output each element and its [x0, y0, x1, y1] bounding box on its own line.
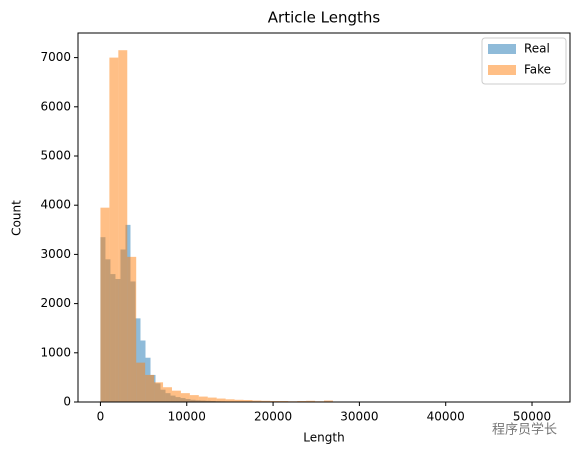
x-tick-label: 50000: [513, 410, 551, 424]
y-tick-label: 2000: [40, 296, 71, 310]
y-tick-label: 1000: [40, 345, 71, 359]
bar: [207, 397, 217, 402]
bar: [136, 362, 146, 402]
y-tick-label: 7000: [40, 50, 71, 64]
x-tick-label: 0: [97, 410, 105, 424]
bar: [109, 57, 119, 402]
bar: [243, 400, 253, 402]
x-tick-label: 40000: [427, 410, 465, 424]
plot-frame: [77, 32, 571, 403]
y-tick-label: 5000: [40, 149, 71, 163]
legend-label: Real: [524, 42, 550, 56]
bar: [180, 393, 190, 402]
y-tick-label: 3000: [40, 247, 71, 261]
y-axis-label: Count: [10, 200, 24, 236]
legend-label: Fake: [524, 63, 551, 77]
bar: [145, 374, 155, 402]
bar: [154, 382, 164, 402]
bar: [100, 207, 110, 402]
bar: [118, 50, 128, 402]
bar: [216, 398, 226, 402]
bar: [306, 400, 316, 402]
legend-swatch: [488, 65, 516, 75]
bar: [127, 256, 137, 402]
bar: [252, 400, 262, 402]
x-tick-label: 10000: [168, 410, 206, 424]
x-axis-label: Length: [303, 431, 344, 445]
bar: [198, 396, 208, 402]
x-tick-label: 30000: [340, 410, 378, 424]
y-tick-label: 6000: [40, 99, 71, 113]
bar: [171, 390, 181, 402]
legend-swatch: [488, 44, 516, 54]
y-tick-label: 0: [63, 395, 71, 409]
bar: [234, 399, 244, 402]
bar: [225, 399, 235, 402]
watermark: 程序员学长: [492, 422, 557, 438]
x-tick-label: 20000: [254, 410, 292, 424]
bar: [189, 395, 199, 402]
bar: [324, 400, 333, 402]
y-tick-label: 4000: [40, 198, 71, 212]
chart-title: Article Lengths: [268, 9, 381, 27]
bar: [135, 318, 141, 402]
bar: [261, 400, 271, 402]
bar: [163, 387, 172, 402]
